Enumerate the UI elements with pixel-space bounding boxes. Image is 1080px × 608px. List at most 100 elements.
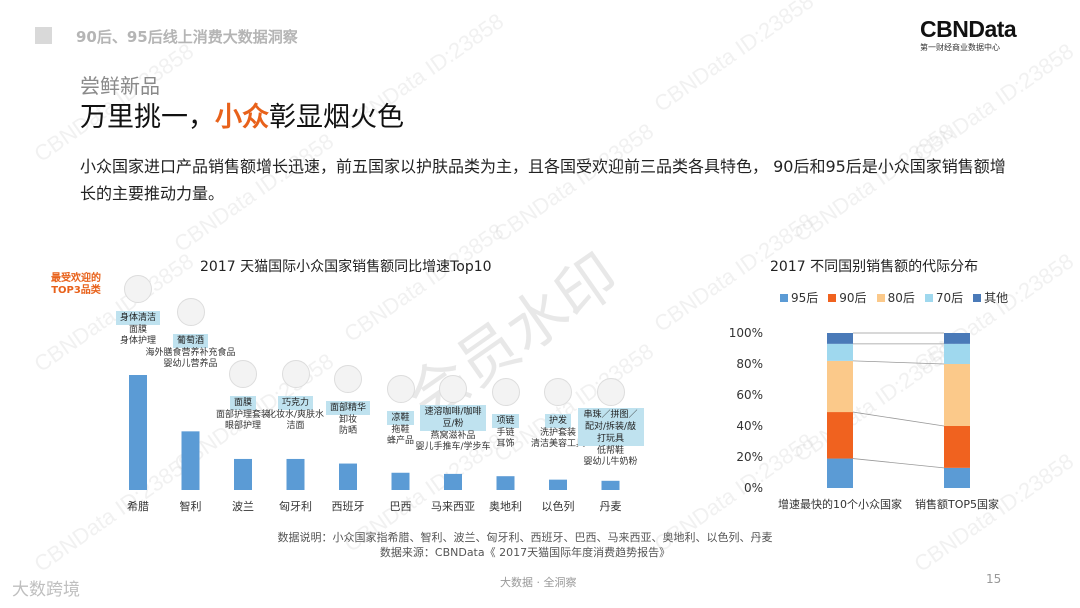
legend-label: 90后 <box>839 291 867 305</box>
y-tick-label: 60% <box>736 388 763 402</box>
stack-segment-90后 <box>827 412 853 459</box>
x-tick-label: 西班牙 <box>332 500 365 513</box>
headline-highlight: 小众 <box>215 102 269 133</box>
top3-card: 凉鞋 拖鞋 蜂产品 <box>351 375 451 447</box>
stack-segment-95后 <box>827 458 853 488</box>
connector-line <box>852 458 945 469</box>
top1-category-tag: 凉鞋 <box>387 411 414 425</box>
top1-category-tag: 面部精华 <box>325 401 370 415</box>
category-line: 洁面 <box>286 421 305 431</box>
top1-category-tag: 身体清洁 <box>115 311 160 325</box>
legend-swatch <box>876 293 885 302</box>
top3-card: 串珠／拼图／配对/拆装/敲打玩具 低帮鞋 婴幼儿牛奶粉 <box>561 378 661 468</box>
stack-segment-其他 <box>827 333 853 344</box>
category-line: 婴幼儿牛奶粉 <box>583 457 638 467</box>
category-line: 清洁美容工具 <box>530 439 585 449</box>
stack-segment-95后 <box>944 467 970 488</box>
category-line: 耳饰 <box>496 439 515 449</box>
headline-part1: 万里挑一， <box>80 102 215 133</box>
bar-匈牙利 <box>286 458 305 490</box>
x-tick-label: 智利 <box>180 499 202 513</box>
top3-card: 护发 洗护套装 清洁美容工具 <box>508 378 608 450</box>
legend-label: 80后 <box>887 291 915 305</box>
y-tick-label: 40% <box>736 419 763 433</box>
product-icon <box>281 360 310 388</box>
x-category-label: 销售额TOP5国家 <box>915 497 999 511</box>
top1-category-tag: 串珠／拼图／配对/拆装/敲打玩具 <box>577 408 644 446</box>
section-label: 尝鲜新品 <box>80 74 160 98</box>
product-icon <box>491 378 520 406</box>
page-number: 15 <box>986 572 1002 586</box>
description: 小众国家进口产品销售额增长迅速，前五国家以护肤品类为主，且各国受欢迎前三品类各具… <box>80 157 1006 203</box>
headline-part2: 彰显烟火色 <box>269 102 404 133</box>
footer-tagline: 大数据 · 全洞察 <box>500 576 577 589</box>
category-line: 海外膳食营养补充食品 <box>145 348 236 358</box>
legend-label: 70后 <box>935 291 964 305</box>
connector-line <box>852 360 945 365</box>
category-line: 低帮鞋 <box>596 446 624 456</box>
top3-card: 巧克力 化妆水/爽肤水 洁面 <box>246 360 346 432</box>
bar-丹麦 <box>601 480 620 490</box>
legend-item: 95后 <box>780 289 818 306</box>
legend-swatch <box>973 293 982 302</box>
category-line: 婴幼儿营养品 <box>163 359 218 369</box>
x-tick-label: 丹麦 <box>600 500 622 513</box>
top3-callout: 最受欢迎的TOP3品类 <box>51 273 101 296</box>
legend-swatch <box>780 293 788 302</box>
bar-奥地利 <box>496 476 515 490</box>
cbndata-logo-subtitle: 第一财经商业数据中心 <box>920 43 1000 52</box>
stack-segment-80后 <box>944 364 970 426</box>
y-tick-label: 100% <box>729 326 763 340</box>
legend-item: 90后 <box>828 289 867 306</box>
header-square-mark <box>35 27 52 44</box>
bar-西班牙 <box>339 463 357 490</box>
top1-category-tag: 巧克力 <box>277 396 313 410</box>
top1-category-tag: 速溶咖啡/咖啡豆/粉 <box>420 405 486 431</box>
bar-波兰 <box>234 458 252 490</box>
category-line: 身体护理 <box>119 336 156 346</box>
chart2-legend: 95后 90后 80后 70后 其他 <box>780 289 1008 306</box>
top3-card: 身体清洁 面膜 身体护理 <box>88 275 188 347</box>
y-tick-label: 20% <box>736 450 763 464</box>
bar-巴西 <box>391 472 410 490</box>
data-definition-note: 数据说明：小众国家指希腊、智利、波兰、匈牙利、西班牙、巴西、马来西亚、奥地利、以… <box>277 531 773 544</box>
x-tick-label: 巴西 <box>390 500 412 513</box>
product-icon <box>596 378 625 406</box>
legend-label: 其他 <box>984 291 1009 305</box>
stack-segment-其他 <box>944 333 970 344</box>
stack-segment-80后 <box>827 360 853 413</box>
legend-swatch <box>828 293 837 302</box>
footer-brand: 大数跨境 <box>12 580 80 600</box>
legend-label: 95后 <box>791 291 819 305</box>
y-tick-label: 80% <box>736 357 763 371</box>
product-icon <box>334 365 362 393</box>
top3-card: 面部精华 卸妆 防晒 <box>298 365 398 437</box>
stack-segment-90后 <box>944 426 970 468</box>
category-line: 手链 <box>496 428 515 438</box>
top1-category-tag: 项链 <box>492 414 519 428</box>
product-icon <box>386 375 415 403</box>
category-line: 燕窝滋补品 <box>430 431 476 441</box>
top1-category-tag: 面膜 <box>229 396 256 410</box>
product-icon <box>544 378 572 406</box>
bar-马来西亚 <box>444 473 462 490</box>
product-icon <box>124 275 152 303</box>
top3-card: 项链 手链 耳饰 <box>456 378 556 450</box>
headline: 万里挑一，小众彰显烟火色 <box>80 95 404 134</box>
legend-item: 70后 <box>924 289 964 306</box>
x-tick-label: 匈牙利 <box>279 499 312 513</box>
chart1-title: 2017 天猫国际小众国家销售额同比增速Top10 <box>200 259 492 275</box>
category-line: 眼部护理 <box>224 421 261 431</box>
product-icon <box>439 375 467 403</box>
x-category-label: 增速最快的10个小众国家 <box>778 497 902 511</box>
cbndata-logo: CBNData <box>920 16 1017 42</box>
category-line: 防晒 <box>338 426 357 436</box>
top3-card: 速溶咖啡/咖啡豆/粉 燕窝滋补品 婴儿手推车/学步车 <box>403 375 503 453</box>
legend-swatch <box>924 293 933 302</box>
data-notes: 数据说明：小众国家指希腊、智利、波兰、匈牙利、西班牙、巴西、马来西亚、奥地利、以… <box>255 530 795 560</box>
category-line: 拖鞋 <box>391 425 410 435</box>
data-source-note: 数据来源：CBNData《 2017天猫国际年度消费趋势报告》 <box>379 546 671 559</box>
chart2-title: 2017 不同国别销售额的代际分布 <box>770 259 979 275</box>
category-line: 卸妆 <box>338 415 357 425</box>
